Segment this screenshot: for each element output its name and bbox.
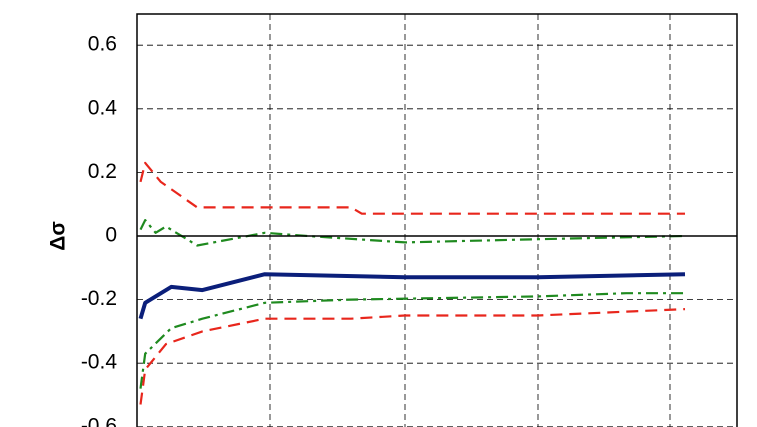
y-axis-title: Δσ [47,221,70,250]
y-tick-label: -0.4 [81,351,118,374]
y-tick-label: 0.6 [88,33,117,56]
y-tick-label: -0.6 [81,414,117,427]
series-layer [138,161,686,405]
y-tick-label: 0 [105,224,117,247]
y-tick-label: 0.2 [88,160,117,183]
y-tick-label: 0.4 [88,96,118,119]
plot-frame [136,13,738,427]
y-tick-label: -0.2 [81,287,117,310]
series-line-1 [139,161,685,215]
series-line-5 [139,308,686,405]
y-tick-labels: 0.6 0.4 0.2 0 -0.2 -0.4 -0.6 [81,33,118,427]
series-line-2 [139,219,686,247]
plot-background [137,14,737,427]
series-line-3 [138,272,686,320]
series-line-4 [139,292,685,389]
